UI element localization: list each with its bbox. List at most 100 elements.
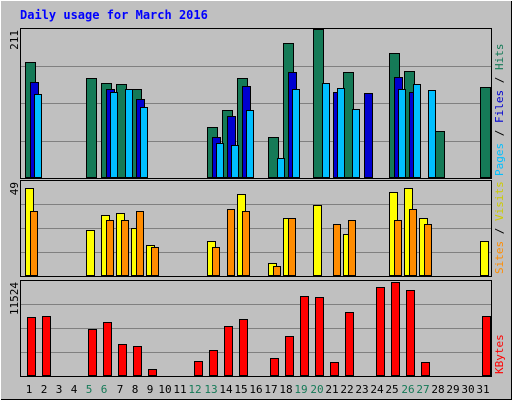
panel-visits-ymax-label: 49 <box>8 182 21 195</box>
bar-hits-pages-day-14 <box>231 145 239 178</box>
bar-kbytes-kbytes-day-8 <box>133 346 142 376</box>
x-tick-label-day-8: 8 <box>132 383 139 396</box>
bar-kbytes-kbytes-day-20 <box>315 297 324 376</box>
bar-visits-sites-day-18 <box>288 218 296 276</box>
bar-kbytes-kbytes-day-21 <box>330 362 339 376</box>
bar-hits-pages-day-17 <box>277 158 285 178</box>
legend-pages: Pages <box>493 143 506 176</box>
panel-hits-legend: Pages / Files / Hits <box>493 44 506 177</box>
x-tick-label-day-12: 12 <box>188 383 201 396</box>
x-tick-label-day-27: 27 <box>416 383 429 396</box>
x-tick-label-day-26: 26 <box>401 383 414 396</box>
bar-kbytes-kbytes-day-22 <box>345 312 354 376</box>
x-tick-label-day-19: 19 <box>294 383 307 396</box>
legend-files: Files <box>493 90 506 123</box>
x-tick-label-day-23: 23 <box>355 383 368 396</box>
legend-separator: / <box>493 70 506 90</box>
bar-visits-sites-day-9 <box>151 247 159 276</box>
bar-kbytes-kbytes-day-13 <box>209 350 218 376</box>
x-tick-label-day-15: 15 <box>234 383 247 396</box>
bar-kbytes-kbytes-day-15 <box>239 319 248 376</box>
bar-hits-pages-day-27 <box>428 90 436 178</box>
x-tick-label-day-22: 22 <box>340 383 353 396</box>
bar-kbytes-kbytes-day-9 <box>148 369 157 376</box>
bar-hits-pages-day-13 <box>216 143 224 178</box>
bar-hits-hits-day-31 <box>480 87 491 178</box>
legend-separator: / <box>493 123 506 143</box>
legend-hits: Hits <box>493 44 506 71</box>
bar-hits-pages-day-26 <box>413 84 421 178</box>
x-tick-label-day-25: 25 <box>385 383 398 396</box>
bar-kbytes-kbytes-day-27 <box>421 362 430 376</box>
bar-hits-pages-day-7 <box>125 89 133 178</box>
bar-visits-sites-day-1 <box>30 211 38 276</box>
x-tick-label-day-2: 2 <box>41 383 48 396</box>
bar-visits-sites-day-21 <box>333 224 341 276</box>
bar-visits-sites-day-14 <box>227 209 235 276</box>
bar-kbytes-kbytes-day-14 <box>224 326 233 376</box>
bar-hits-pages-day-8 <box>140 107 148 178</box>
x-tick-label-day-29: 29 <box>446 383 459 396</box>
x-tick-label-day-21: 21 <box>325 383 338 396</box>
bar-visits-visits-day-31 <box>480 241 489 276</box>
bar-kbytes-kbytes-day-1 <box>27 317 36 376</box>
x-tick-label-day-3: 3 <box>56 383 63 396</box>
x-tick-label-day-16: 16 <box>249 383 262 396</box>
bar-hits-pages-day-18 <box>292 89 300 178</box>
panel-visits-legend: Sites / Visits <box>493 181 506 274</box>
bar-kbytes-kbytes-day-31 <box>482 316 491 376</box>
bar-hits-hits-day-17 <box>268 137 279 178</box>
bar-kbytes-kbytes-day-17 <box>270 358 279 376</box>
x-tick-label-day-5: 5 <box>86 383 93 396</box>
bar-visits-visits-day-5 <box>86 230 95 276</box>
bar-hits-pages-day-15 <box>246 110 254 178</box>
bar-kbytes-kbytes-day-6 <box>103 322 112 376</box>
panel-hits-ymax-label: 211 <box>8 30 21 50</box>
bar-visits-sites-day-8 <box>136 211 144 276</box>
bar-hits-hits-day-5 <box>86 78 97 178</box>
bar-hits-pages-day-6 <box>110 92 118 178</box>
x-tick-label-day-24: 24 <box>370 383 384 396</box>
x-tick-label-day-1: 1 <box>26 383 33 396</box>
bar-visits-sites-day-17 <box>273 266 281 276</box>
bar-visits-sites-day-7 <box>121 220 129 276</box>
legend-visits: Visits <box>493 181 506 221</box>
x-tick-label-day-13: 13 <box>204 383 217 396</box>
x-tick-label-day-6: 6 <box>101 383 108 396</box>
bar-visits-sites-day-25 <box>394 220 402 276</box>
x-tick-label-day-7: 7 <box>117 383 124 396</box>
x-tick-label-day-28: 28 <box>431 383 444 396</box>
legend-sites: Sites <box>493 241 506 274</box>
bar-visits-sites-day-15 <box>242 211 250 276</box>
bar-hits-files-day-23 <box>364 93 373 178</box>
x-tick-label-day-18: 18 <box>279 383 292 396</box>
x-tick-label-day-9: 9 <box>147 383 154 396</box>
bar-hits-pages-day-22 <box>352 109 360 178</box>
bar-kbytes-kbytes-day-18 <box>285 336 294 376</box>
bar-kbytes-kbytes-day-2 <box>42 316 51 376</box>
panel-kbytes-legend: KBytes <box>493 334 506 374</box>
bar-visits-sites-day-6 <box>106 220 114 276</box>
bar-kbytes-kbytes-day-25 <box>391 282 400 376</box>
x-tick-label-day-11: 11 <box>173 383 186 396</box>
bar-visits-visits-day-20 <box>313 205 322 276</box>
bar-kbytes-kbytes-day-12 <box>194 361 203 376</box>
bar-hits-pages-day-25 <box>398 89 406 178</box>
x-tick-label-day-20: 20 <box>310 383 323 396</box>
x-tick-label-day-14: 14 <box>219 383 233 396</box>
x-tick-label-day-10: 10 <box>158 383 171 396</box>
bar-kbytes-kbytes-day-19 <box>300 296 309 376</box>
bar-hits-pages-day-20 <box>322 83 330 178</box>
bar-visits-sites-day-22 <box>348 220 356 276</box>
x-tick-label-day-30: 30 <box>461 383 474 396</box>
bar-visits-sites-day-26 <box>409 209 417 276</box>
bar-hits-pages-day-21 <box>337 88 345 178</box>
bar-kbytes-kbytes-day-26 <box>406 290 415 376</box>
bar-kbytes-kbytes-day-7 <box>118 344 127 376</box>
bar-kbytes-kbytes-day-5 <box>88 329 97 376</box>
x-tick-label-day-17: 17 <box>264 383 277 396</box>
x-tick-label-day-31: 31 <box>476 383 489 396</box>
panel-kbytes-ymax-label: 11524 <box>8 282 21 315</box>
